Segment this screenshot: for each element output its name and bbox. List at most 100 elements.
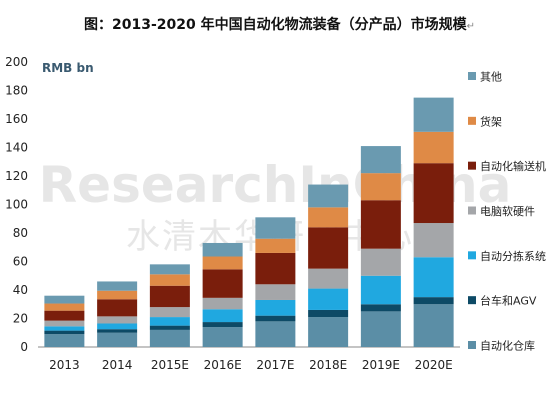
bar-segment: [149, 317, 190, 326]
y-tick-label: 100: [5, 198, 28, 212]
bar-segment: [413, 223, 454, 258]
legend-swatch: [468, 116, 476, 125]
bar-segment: [413, 304, 454, 347]
bar-segment: [202, 322, 243, 328]
bar-segment: [308, 207, 349, 228]
legend-item: 货架: [468, 114, 502, 128]
legend-swatch: [468, 161, 476, 170]
legend-item: 自动分拣系统: [468, 249, 546, 263]
bar-segment: [97, 281, 138, 291]
bar-segment: [44, 295, 85, 304]
x-tick-label: 2016E: [204, 358, 242, 372]
y-tick-label: 0: [20, 340, 28, 354]
bar-segment: [255, 252, 296, 285]
bar-segment: [413, 97, 454, 132]
y-axis: 0 20 40 60 80 100 120 140 160 180 200: [5, 55, 28, 354]
bar-segment: [202, 269, 243, 298]
bar-stack: [255, 217, 296, 347]
bar-segment: [255, 217, 296, 239]
bar-segment: [44, 326, 85, 331]
bar-segment: [149, 274, 190, 286]
bar-stack: [413, 97, 454, 347]
bar-segment: [308, 288, 349, 310]
bar-segment: [360, 311, 401, 347]
bar-segment: [255, 284, 296, 300]
y-tick-label: 40: [13, 283, 28, 297]
bar-stack: [149, 264, 190, 347]
bar-segment: [97, 329, 138, 333]
x-tick-label: 2019E: [362, 358, 400, 372]
x-tick-label: 2015E: [151, 358, 189, 372]
legend-label: 自动分拣系统: [480, 249, 546, 263]
bar-segment: [97, 299, 138, 317]
bar-segment: [149, 329, 190, 347]
bar-segment: [202, 327, 243, 347]
legend-swatch: [468, 341, 476, 349]
bar-segment: [413, 257, 454, 298]
bar-segment: [97, 316, 138, 324]
legend-item: 其他: [468, 71, 502, 84]
x-axis: 2013 2014 2015E 2016E 2017E 2018E 2019E 2020E: [38, 346, 460, 372]
bar-segment: [360, 304, 401, 312]
bar-segment: [360, 173, 401, 201]
bar-segment: [360, 248, 401, 276]
legend-item: 自动化仓库: [468, 339, 535, 353]
bar-segment: [97, 323, 138, 330]
chart-title: 图：2013-2020 年中国自动化物流装备（分产品）市场规模↵: [83, 17, 475, 33]
bar-segment: [413, 131, 454, 164]
bar-segment: [149, 264, 190, 275]
legend-label: 自动化输送机: [480, 159, 546, 173]
bar-stack: [202, 242, 243, 347]
y-tick-label: 120: [5, 169, 28, 183]
bar-segment: [202, 309, 243, 323]
bar-segment: [255, 315, 296, 322]
bar-segment: [308, 309, 349, 318]
bar-segment: [255, 238, 296, 253]
y-tick-label: 80: [13, 226, 28, 240]
legend-label: 自动化仓库: [480, 339, 535, 353]
bar-segment: [413, 297, 454, 305]
y-tick-label: 140: [5, 141, 28, 155]
bar-segment: [255, 321, 296, 347]
paragraph-mark: ↵: [466, 21, 475, 32]
bar-segment: [149, 325, 190, 330]
bar-segment: [360, 275, 401, 305]
x-tick-label: 2014: [102, 358, 133, 372]
bar-segment: [44, 320, 85, 327]
legend-item: 台车和AGV: [468, 294, 537, 308]
bar-segment: [202, 256, 243, 270]
legend-label: 电脑软硬件: [480, 204, 535, 218]
unit-label: RMB bn: [42, 61, 94, 75]
legend-label: 其他: [480, 71, 502, 84]
legend-label: 货架: [480, 114, 502, 128]
bar-stack: [308, 184, 349, 347]
bar-segment: [97, 290, 138, 300]
bar-segment: [44, 303, 85, 311]
bar-segment: [360, 146, 401, 174]
bar-segment: [255, 299, 296, 316]
bar-segment: [44, 334, 85, 347]
x-tick-label: 2018E: [309, 358, 347, 372]
bar-segment: [44, 330, 85, 335]
legend-swatch: [468, 251, 476, 260]
bar-segment: [202, 297, 243, 310]
legend-swatch: [468, 206, 476, 215]
legend-item: 电脑软硬件: [468, 204, 535, 218]
x-tick-label: 2020E: [415, 358, 453, 372]
legend-item: 自动化输送机: [468, 159, 546, 173]
bar-segment: [308, 317, 349, 347]
y-tick-label: 200: [5, 55, 28, 69]
x-tick-label: 2017E: [256, 358, 294, 372]
bar-stack: [97, 281, 138, 347]
legend-label: 台车和AGV: [480, 294, 537, 308]
bar-stack: [44, 295, 85, 347]
bar-segment: [44, 310, 85, 321]
legend-swatch: [468, 72, 476, 80]
bar-segment: [360, 200, 401, 249]
bar-segment: [308, 227, 349, 269]
bar-segment: [202, 242, 243, 257]
y-tick-label: 60: [13, 255, 28, 269]
legend-swatch: [468, 296, 476, 305]
